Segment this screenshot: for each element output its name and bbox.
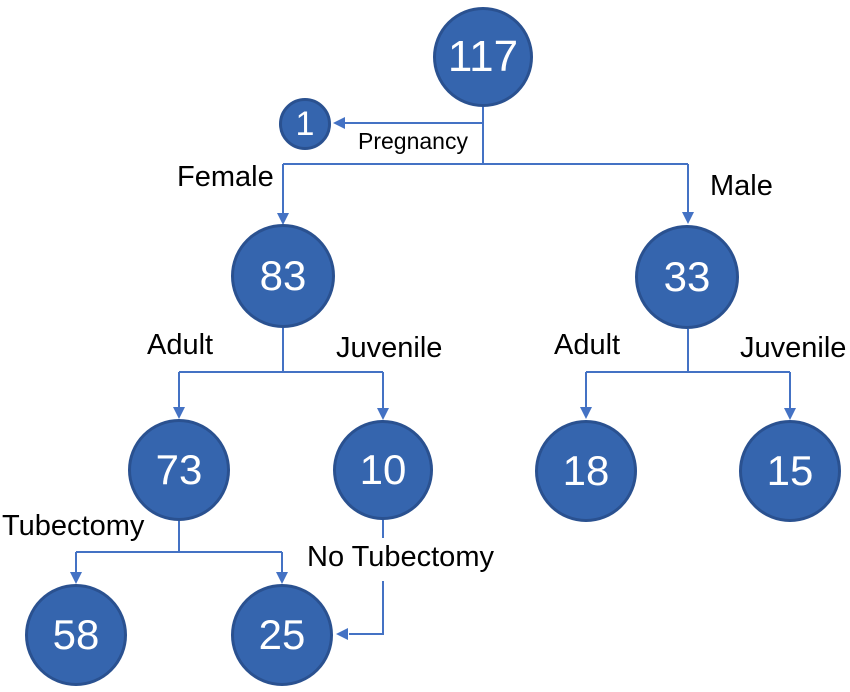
arrowhead-male	[682, 212, 694, 224]
label-male-adult: Adult	[554, 329, 621, 361]
node-female-adult: 73	[128, 419, 230, 521]
label-male: Male	[710, 170, 773, 202]
node-no-tubectomy: 25	[231, 584, 333, 686]
node-pregnancy: 1	[279, 98, 331, 150]
node-tubectomy: 58	[25, 584, 127, 686]
edge-total-split	[282, 163, 689, 213]
edge-male-split	[585, 329, 791, 408]
arrowhead-male-adult	[580, 407, 592, 419]
node-female: 83	[231, 224, 335, 328]
arrowhead-pregnancy	[333, 117, 345, 129]
edge-juvenile-no-tubectomy	[349, 520, 384, 635]
arrowhead-no-tubectomy-down	[276, 572, 288, 584]
edge-female-adult-split	[75, 521, 283, 572]
node-total: 117	[433, 7, 533, 107]
arrowhead-female-adult	[173, 407, 185, 419]
label-female: Female	[177, 161, 274, 193]
edge-female-split	[178, 328, 384, 408]
node-male-adult: 18	[535, 420, 637, 522]
label-no-tubectomy: No Tubectomy	[307, 541, 494, 573]
arrowhead-male-juvenile	[784, 408, 796, 420]
label-female-adult: Adult	[147, 329, 214, 361]
arrowhead-female-juvenile	[377, 408, 389, 420]
label-female-juvenile: Juvenile	[336, 332, 443, 364]
node-female-juvenile: 10	[333, 420, 433, 520]
label-pregnancy: Pregnancy	[358, 128, 468, 154]
node-male-juvenile: 15	[739, 420, 841, 522]
node-male: 33	[635, 225, 739, 329]
label-tubectomy: Tubectomy	[2, 510, 145, 542]
arrowhead-female	[277, 213, 289, 225]
label-male-juvenile: Juvenile	[740, 332, 847, 364]
arrowhead-no-tubectomy-left	[336, 628, 348, 640]
arrowhead-tubectomy	[70, 572, 82, 584]
